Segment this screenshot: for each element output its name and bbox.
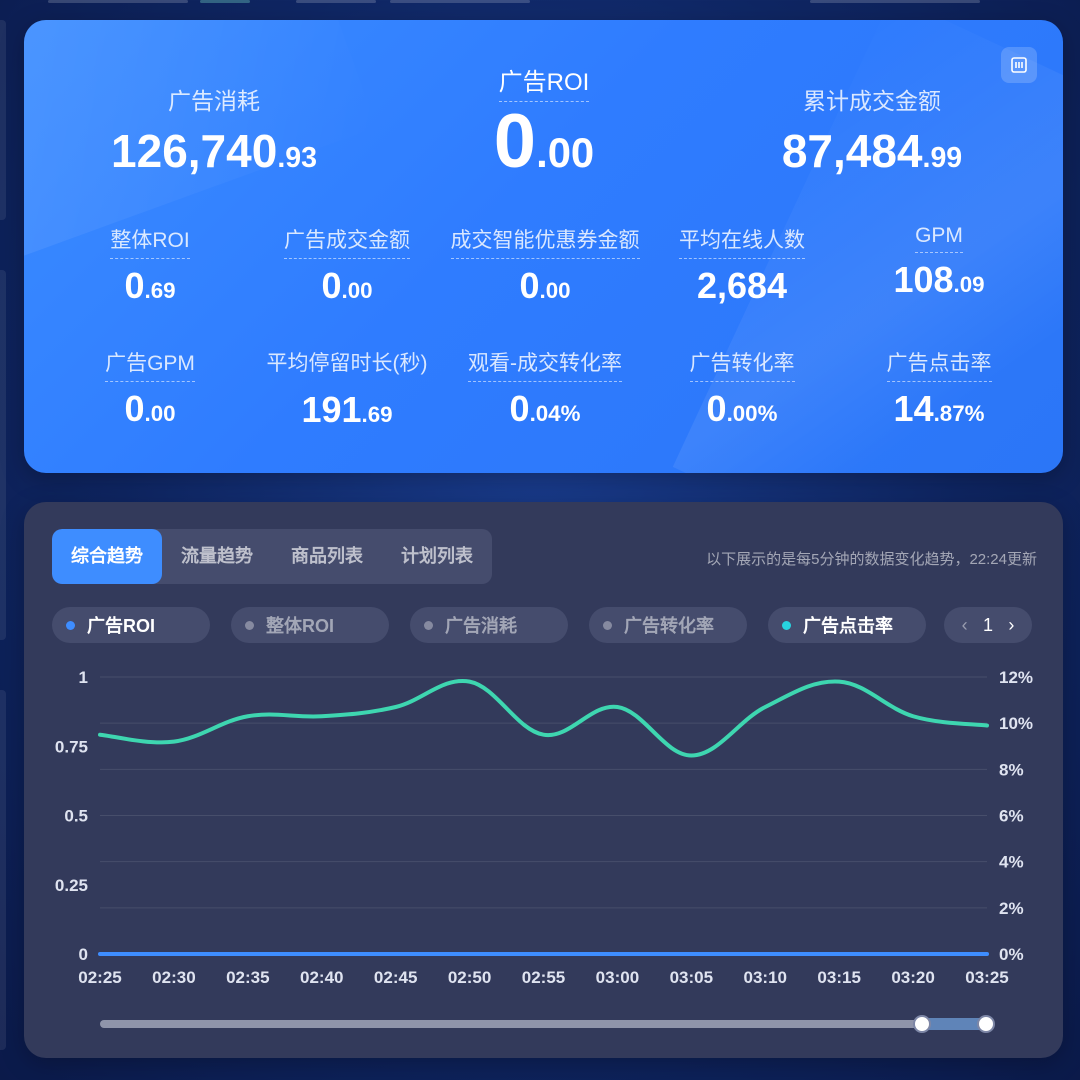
metric-value: 0.00% (706, 388, 778, 429)
metric-value: 191.69 (301, 389, 393, 430)
y-tick-label-right: 10% (999, 714, 1033, 733)
metric-label: 平均在线人数 (679, 224, 805, 259)
export-icon (1011, 57, 1027, 73)
legend-overall-roi[interactable]: 整体ROI (231, 607, 389, 643)
metric-label: 广告成交金额 (284, 224, 410, 259)
parent-toolbar-strip (0, 0, 1080, 6)
metric-value: 0.00 (493, 99, 595, 184)
trend-line-chart[interactable]: 0 0.25 0.5 0.75 1 0% 2% 4% 6% 8% 10% 12% 02:25 02:3… (24, 502, 1063, 1058)
metric-label: 观看-成交转化率 (468, 347, 622, 382)
x-tick-label: 03:05 (670, 968, 713, 987)
metric-ad-ctr[interactable]: 广告点击率 14.87% (839, 347, 1039, 430)
metric-label: 累计成交金额 (803, 88, 941, 114)
metric-avg-stay: 平均停留时长(秒) 191.69 (242, 347, 452, 431)
metric-ad-roi[interactable]: 广告ROI 0.00 (394, 62, 694, 193)
zoom-slider-track[interactable] (100, 1020, 988, 1028)
legend-dot (782, 620, 791, 630)
legend-dot (245, 620, 254, 630)
x-tick-label: 02:50 (448, 968, 491, 987)
y-tick-label-right: 12% (999, 668, 1033, 687)
legend-dot (424, 620, 433, 630)
metric-label: GPM (915, 224, 963, 253)
metric-label: 平均停留时长(秒) (266, 352, 428, 375)
x-tick-label: 03:00 (596, 968, 639, 987)
parent-sidebar-edge (0, 270, 6, 640)
x-tick-label: 03:25 (965, 968, 1008, 987)
legend-dot (66, 620, 75, 630)
metric-value: 0.00 (321, 265, 373, 306)
kpi-summary-card: 广告消耗 126,740.93 广告ROI 0.00 累计成交金额 87,484… (24, 20, 1063, 473)
y-tick-label-right: 0% (999, 945, 1024, 964)
x-tick-label: 02:55 (522, 968, 565, 987)
metric-ad-gpm[interactable]: 广告GPM 0.00 (50, 347, 250, 430)
metric-label: 整体ROI (110, 224, 190, 259)
zoom-slider-range (919, 1018, 986, 1030)
metric-total-gmv: 累计成交金额 87,484.99 (722, 82, 1022, 178)
zoom-slider-handle-end[interactable] (977, 1015, 995, 1033)
metric-ad-spend: 广告消耗 126,740.93 (64, 82, 364, 178)
metric-label: 广告GPM (105, 347, 195, 382)
metric-avg-online[interactable]: 平均在线人数 2,684 (642, 224, 842, 307)
tab-product-list[interactable]: 商品列表 (291, 546, 363, 566)
x-tick-label: 03:15 (817, 968, 860, 987)
parent-sidebar-edge (0, 20, 6, 220)
y-tick-label-left: 0 (79, 945, 88, 964)
metric-value: 2,684 (696, 265, 788, 306)
legend-ad-roi[interactable]: 广告ROI (52, 607, 210, 643)
metric-label: 广告转化率 (689, 347, 795, 382)
metric-overall-roi[interactable]: 整体ROI 0.69 (50, 224, 250, 307)
tab-bar: 综合趋势 流量趋势 商品列表 计划列表 (52, 529, 492, 584)
legend-ad-conversion[interactable]: 广告转化率 (589, 607, 747, 643)
pager-page: 1 (982, 614, 993, 635)
metric-value: 14.87% (893, 388, 985, 429)
legend-pager: ‹ 1 › (944, 607, 1032, 643)
metric-view-conversion[interactable]: 观看-成交转化率 0.04% (440, 347, 650, 430)
x-tick-label: 03:10 (744, 968, 787, 987)
metric-label: 广告ROI (498, 62, 590, 102)
metric-coupon-amount[interactable]: 成交智能优惠券金额 0.00 (440, 224, 650, 307)
y-tick-label-left: 0.75 (55, 737, 88, 756)
y-tick-label-right: 6% (999, 807, 1024, 826)
export-button[interactable] (1001, 47, 1037, 83)
metric-gpm[interactable]: GPM 108.09 (839, 224, 1039, 301)
x-tick-label: 03:20 (891, 968, 934, 987)
legend-ad-spend[interactable]: 广告消耗 (410, 607, 568, 643)
y-tick-label-right: 4% (999, 853, 1024, 872)
tab-overall-trend[interactable]: 综合趋势 (52, 529, 162, 584)
x-tick-label: 02:30 (152, 968, 195, 987)
y-tick-label-left: 0.25 (55, 876, 88, 895)
y-tick-label-left: 0.5 (64, 807, 88, 826)
metric-label: 成交智能优惠券金额 (450, 224, 640, 259)
chevron-left-icon[interactable]: ‹ (961, 614, 968, 635)
parent-sidebar-edge (0, 690, 6, 1050)
y-tick-label-right: 8% (999, 760, 1024, 779)
tab-plan-list[interactable]: 计划列表 (401, 546, 473, 566)
chevron-right-icon[interactable]: › (1008, 614, 1015, 635)
x-tick-label: 02:35 (226, 968, 269, 987)
metric-label: 广告点击率 (886, 347, 992, 382)
y-tick-label-left: 1 (79, 668, 88, 687)
metric-value: 0.00 (124, 388, 176, 429)
update-note: 以下展示的是每5分钟的数据变化趋势，22:24更新 (706, 551, 1037, 568)
y-tick-label-right: 2% (999, 899, 1024, 918)
x-tick-label: 02:25 (78, 968, 121, 987)
x-tick-label: 02:40 (300, 968, 343, 987)
legend-dot (603, 620, 612, 630)
metric-value: 0.69 (124, 265, 176, 306)
legend-ad-ctr[interactable]: 广告点击率 (768, 607, 926, 643)
zoom-slider-handle-start[interactable] (913, 1015, 931, 1033)
metric-value: 0.04% (509, 388, 581, 429)
metric-ad-gmv[interactable]: 广告成交金额 0.00 (247, 224, 447, 307)
metric-value: 87,484.99 (781, 125, 963, 177)
metric-ad-conversion[interactable]: 广告转化率 0.00% (642, 347, 842, 430)
series-line-ad-ctr (98, 678, 989, 758)
metric-label: 广告消耗 (168, 88, 260, 114)
metric-value: 108.09 (893, 259, 985, 300)
metric-value: 126,740.93 (111, 125, 317, 177)
trend-chart-card: 综合趋势 流量趋势 商品列表 计划列表 以下展示的是每5分钟的数据变化趋势，22… (24, 502, 1063, 1058)
metric-value: 0.00 (519, 265, 571, 306)
tab-traffic-trend[interactable]: 流量趋势 (181, 546, 253, 566)
x-tick-label: 02:45 (374, 968, 417, 987)
